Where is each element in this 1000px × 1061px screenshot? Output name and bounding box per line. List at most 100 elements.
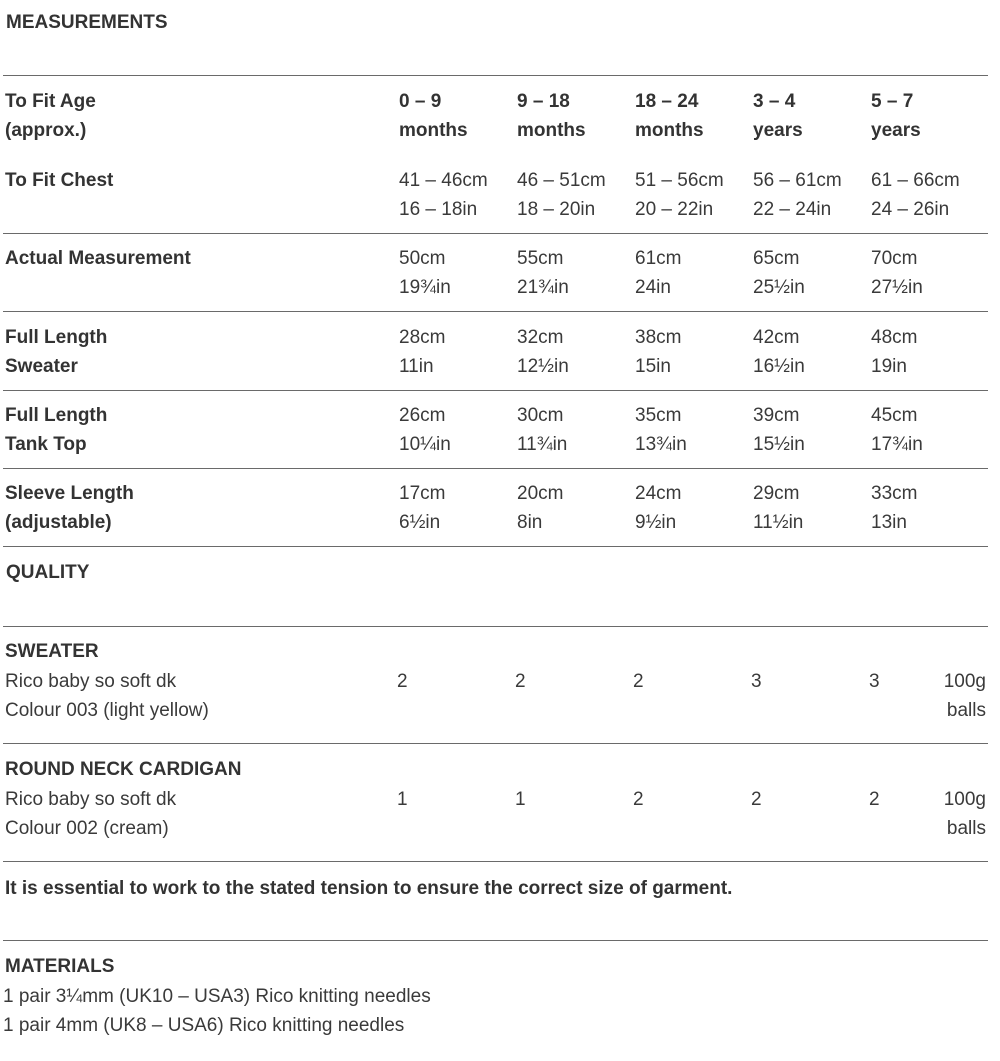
cell-value: 15in	[635, 356, 671, 377]
cell-value: 45cm	[871, 405, 918, 426]
cell-value: 17¾in	[871, 434, 923, 455]
materials-item: 1 pair 4mm (UK8 – USA6) Rico knitting ne…	[3, 1015, 405, 1036]
cell-value: months	[635, 120, 704, 141]
divider	[3, 468, 988, 469]
ball-count: 2	[633, 671, 644, 692]
cell-value: 11in	[399, 356, 434, 377]
cell-value: 11¾in	[517, 434, 568, 455]
quality-heading: QUALITY	[6, 562, 90, 583]
cell-value: 65cm	[753, 248, 800, 269]
ball-count: 2	[633, 789, 644, 810]
divider	[3, 626, 988, 627]
cell-value: 24in	[635, 277, 671, 298]
cell-value: 16½in	[753, 356, 805, 377]
cell-value: 3 – 4	[753, 91, 796, 112]
row-label: Tank Top	[5, 434, 87, 455]
tension-note: It is essential to work to the stated te…	[5, 878, 733, 899]
cell-value: 13¾in	[635, 434, 687, 455]
row-label: To Fit Chest	[5, 170, 114, 191]
cell-value: 10¼in	[399, 434, 451, 455]
row-label: To Fit Age	[5, 91, 96, 112]
cell-value: 48cm	[871, 327, 918, 348]
cell-value: 19in	[871, 356, 907, 377]
cell-value: months	[517, 120, 586, 141]
ball-count: 1	[515, 789, 526, 810]
cell-value: 70cm	[871, 248, 918, 269]
cell-value: 42cm	[753, 327, 800, 348]
ball-count: 2	[751, 789, 762, 810]
cell-value: 24cm	[635, 483, 682, 504]
row-label: Sleeve Length	[5, 483, 134, 504]
yarn-colour: Colour 002 (cream)	[5, 818, 169, 839]
cell-value: 41 – 46cm	[399, 170, 488, 191]
garment-title: SWEATER	[5, 641, 99, 662]
ball-count: 2	[397, 671, 408, 692]
measurements-heading: MEASUREMENTS	[6, 12, 168, 33]
ball-count: 1	[397, 789, 408, 810]
ball-unit: 100g	[943, 789, 986, 810]
cell-value: 55cm	[517, 248, 564, 269]
cell-value: 9 – 18	[517, 91, 570, 112]
cell-value: 18 – 24	[635, 91, 699, 112]
divider	[3, 233, 988, 234]
cell-value: 0 – 9	[399, 91, 442, 112]
cell-value: 19¾in	[399, 277, 451, 298]
materials-item: 1 pair 3¼mm (UK10 – USA3) Rico knitting …	[3, 986, 431, 1007]
ball-unit: balls	[946, 700, 986, 721]
cell-value: 6½in	[399, 512, 441, 533]
materials-heading: MATERIALS	[5, 956, 115, 977]
cell-value: years	[871, 120, 921, 141]
cell-value: 39cm	[753, 405, 800, 426]
yarn-name: Rico baby so soft dk	[5, 671, 177, 692]
cell-value: 20 – 22in	[635, 199, 714, 220]
divider	[3, 546, 988, 547]
cell-value: 56 – 61cm	[753, 170, 842, 191]
divider	[3, 743, 988, 744]
cell-value: months	[399, 120, 468, 141]
yarn-name: Rico baby so soft dk	[5, 789, 177, 810]
cell-value: 8in	[517, 512, 543, 533]
cell-value: 51 – 56cm	[635, 170, 724, 191]
cell-value: 28cm	[399, 327, 446, 348]
divider	[3, 311, 988, 312]
row-label: (approx.)	[5, 120, 87, 141]
row-label: Full Length	[5, 327, 108, 348]
cell-value: 11½in	[753, 512, 804, 533]
cell-value: 35cm	[635, 405, 682, 426]
cell-value: 13in	[871, 512, 907, 533]
yarn-colour: Colour 003 (light yellow)	[5, 700, 209, 721]
cell-value: 61cm	[635, 248, 682, 269]
divider	[3, 940, 988, 941]
cell-value: 15½in	[753, 434, 805, 455]
cell-value: 33cm	[871, 483, 918, 504]
cell-value: 46 – 51cm	[517, 170, 606, 191]
garment-title: ROUND NECK CARDIGAN	[5, 759, 242, 780]
cell-value: 26cm	[399, 405, 446, 426]
row-label: Actual Measurement	[5, 248, 191, 269]
ball-count: 3	[869, 671, 880, 692]
cell-value: 12½in	[517, 356, 569, 377]
divider	[3, 75, 988, 76]
row-label: Sweater	[5, 356, 78, 377]
cell-value: 25½in	[753, 277, 805, 298]
cell-value: 9½in	[635, 512, 677, 533]
cell-value: years	[753, 120, 803, 141]
cell-value: 16 – 18in	[399, 199, 478, 220]
cell-value: 38cm	[635, 327, 682, 348]
cell-value: 21¾in	[517, 277, 569, 298]
ball-unit: 100g	[943, 671, 986, 692]
divider	[3, 390, 988, 391]
divider	[3, 861, 988, 862]
cell-value: 50cm	[399, 248, 446, 269]
row-label: (adjustable)	[5, 512, 112, 533]
row-label: Full Length	[5, 405, 108, 426]
cell-value: 61 – 66cm	[871, 170, 960, 191]
ball-count: 3	[751, 671, 762, 692]
cell-value: 18 – 20in	[517, 199, 596, 220]
cell-value: 24 – 26in	[871, 199, 950, 220]
cell-value: 29cm	[753, 483, 800, 504]
cell-value: 5 – 7	[871, 91, 914, 112]
ball-unit: balls	[946, 818, 986, 839]
cell-value: 27½in	[871, 277, 923, 298]
cell-value: 32cm	[517, 327, 564, 348]
